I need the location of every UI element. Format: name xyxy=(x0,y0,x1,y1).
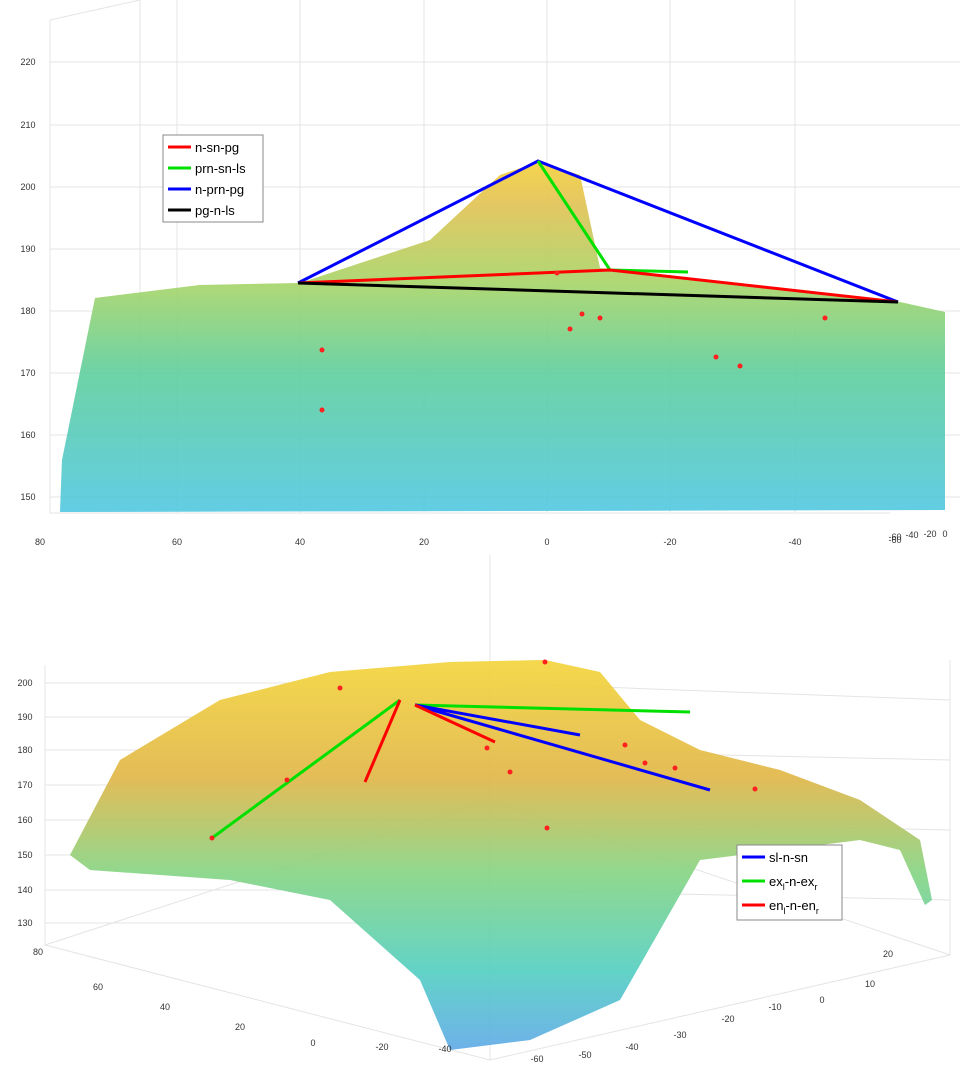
face-mesh-1 xyxy=(60,162,945,512)
z-tick-label: 180 xyxy=(17,745,32,755)
legend-text: n-prn-pg xyxy=(195,182,244,197)
legend-text: pg-n-ls xyxy=(195,203,235,218)
legend-text: -n-en xyxy=(785,898,815,913)
legend-subscript: r xyxy=(814,882,817,892)
y-tick-label: -40 xyxy=(625,1042,638,1052)
z-tick-label: 200 xyxy=(20,182,35,192)
z-tick-label: 180 xyxy=(20,306,35,316)
y-tick-label: 0 xyxy=(942,529,947,539)
y-tick-label: -50 xyxy=(578,1050,591,1060)
x-tick-label: 80 xyxy=(33,947,43,957)
x-tick-label: -40 xyxy=(788,537,801,547)
x-tick-label: -60 xyxy=(888,535,901,545)
z-tick-label: 190 xyxy=(17,712,32,722)
x-tick-label: 80 xyxy=(35,537,45,547)
y-tick-label: 20 xyxy=(883,949,893,959)
z-tick-label: 140 xyxy=(17,885,32,895)
x-tick-label: 20 xyxy=(235,1022,245,1032)
z-tick-label: 210 xyxy=(20,120,35,130)
x-tick-label: 20 xyxy=(419,537,429,547)
legend-label: n-prn-pg xyxy=(195,182,244,197)
legend-text: prn-sn-ls xyxy=(195,161,246,176)
x-tick-label: 60 xyxy=(93,982,103,992)
legend-text: ex xyxy=(769,874,783,889)
legend-text: -n-ex xyxy=(785,874,815,889)
legends: n-sn-pg prn-sn-ls n-prn-pg pg-n-ls sl-n-sn ex… xyxy=(162,134,843,921)
y-tick-label: 0 xyxy=(819,995,824,1005)
legend-text: en xyxy=(769,898,783,913)
legend-label: n-sn-pg xyxy=(195,140,239,155)
z-tick-label: 220 xyxy=(20,57,35,67)
legend-subscript: r xyxy=(816,906,819,916)
z-tick-label: 170 xyxy=(17,780,32,790)
y-tick-label: -20 xyxy=(721,1014,734,1024)
face-mesh-2 xyxy=(70,660,932,1050)
y-tick-label: -10 xyxy=(768,1002,781,1012)
x-tick-label: -40 xyxy=(438,1044,451,1054)
legend-label: exl-n-exr xyxy=(769,874,817,892)
z-tick-label: 160 xyxy=(17,815,32,825)
legend-box xyxy=(162,134,264,223)
landmarks-1 xyxy=(319,270,828,413)
z-tick-label: 160 xyxy=(20,430,35,440)
x-tick-label: 60 xyxy=(172,537,182,547)
z-tick-label: 150 xyxy=(17,850,32,860)
landmark-lines-2 xyxy=(211,698,711,840)
y-tick-label: 10 xyxy=(865,979,875,989)
legend-subscript: l xyxy=(783,882,785,892)
z-tick-label: 170 xyxy=(20,368,35,378)
x-tick-label: 0 xyxy=(544,537,549,547)
z-tick-label: 200 xyxy=(17,678,32,688)
y-tick-label: -40 xyxy=(905,530,918,540)
x-tick-label: -20 xyxy=(375,1042,388,1052)
z-tick-label: 190 xyxy=(20,244,35,254)
legend-text: sl-n-sn xyxy=(769,850,808,865)
landmark-lines-1 xyxy=(297,159,899,304)
x-tick-label: 40 xyxy=(295,537,305,547)
y-tick-label: -60 xyxy=(530,1054,543,1064)
legend-label: sl-n-sn xyxy=(769,850,808,865)
x-tick-label: 0 xyxy=(310,1038,315,1048)
legend-label: pg-n-ls xyxy=(195,203,235,218)
legend-label: prn-sn-ls xyxy=(195,161,246,176)
legend-label: enl-n-enr xyxy=(769,898,819,916)
y-tick-label: -20 xyxy=(923,529,936,539)
x-tick-label: 40 xyxy=(160,1002,170,1012)
x-tick-label: -20 xyxy=(663,537,676,547)
z-tick-label: 130 xyxy=(17,918,32,928)
y-tick-label: -60 xyxy=(888,532,901,542)
z-tick-label: 150 xyxy=(20,492,35,502)
legend-subscript: l xyxy=(783,906,785,916)
legend-text: n-sn-pg xyxy=(195,140,239,155)
landmarks-2 xyxy=(209,659,758,841)
y-tick-label: -30 xyxy=(673,1030,686,1040)
